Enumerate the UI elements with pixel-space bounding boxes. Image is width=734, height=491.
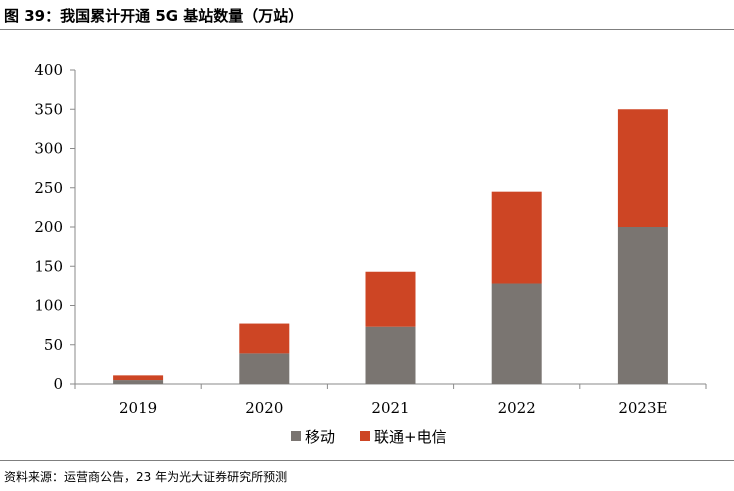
y-tick-label: 50 [44, 336, 63, 354]
bar-segment-unicom-telecom [491, 191, 542, 284]
y-tick-label: 150 [34, 257, 63, 275]
bar-segment-unicom-telecom [239, 323, 290, 354]
y-tick-label: 200 [34, 218, 63, 236]
figure-title: 图 39：我国累计开通 5G 基站数量（万站） [4, 7, 304, 25]
legend-label: 移动 [305, 428, 335, 446]
bar-segment-mobile [113, 380, 164, 384]
legend-swatch [360, 431, 370, 441]
y-tick-label: 250 [34, 179, 63, 197]
bar-segment-mobile [365, 326, 416, 384]
bar-segment-unicom-telecom [365, 271, 416, 327]
x-tick-label: 2021 [371, 399, 409, 417]
bar-segment-mobile [617, 227, 668, 384]
y-tick-labels: 0 50 100 150 200 250 300 350 400 [34, 61, 63, 393]
y-tick-label: 400 [34, 61, 63, 79]
footer-divider [0, 460, 734, 461]
legend-swatch [291, 431, 301, 441]
x-tick-label: 2020 [245, 399, 283, 417]
bar-segment-mobile [239, 353, 290, 384]
y-tick-label: 100 [34, 297, 63, 315]
x-tick-label: 2019 [119, 399, 157, 417]
source-note: 资料来源：运营商公告，23 年为光大证券研究所预测 [4, 470, 288, 484]
y-tick-label: 350 [34, 100, 63, 118]
bar-segment-unicom-telecom [617, 109, 668, 227]
x-tick-labels: 2019 2020 2021 2022 2023E [119, 399, 667, 417]
legend: 移动 联通+电信 [291, 428, 447, 446]
legend-label: 联通+电信 [374, 428, 447, 446]
bar-segment-mobile [491, 283, 542, 384]
y-tick-label: 300 [34, 140, 63, 158]
x-tick-label: 2022 [498, 399, 536, 417]
title-divider [0, 29, 734, 30]
stacked-bar-chart: 2019 2020 2021 2022 2023E 0 50 100 150 200 250 300… [34, 61, 707, 446]
bars [113, 109, 668, 384]
y-tick-label: 0 [53, 375, 63, 393]
x-tick-label: 2023E [618, 399, 667, 417]
bar-segment-unicom-telecom [113, 375, 164, 381]
